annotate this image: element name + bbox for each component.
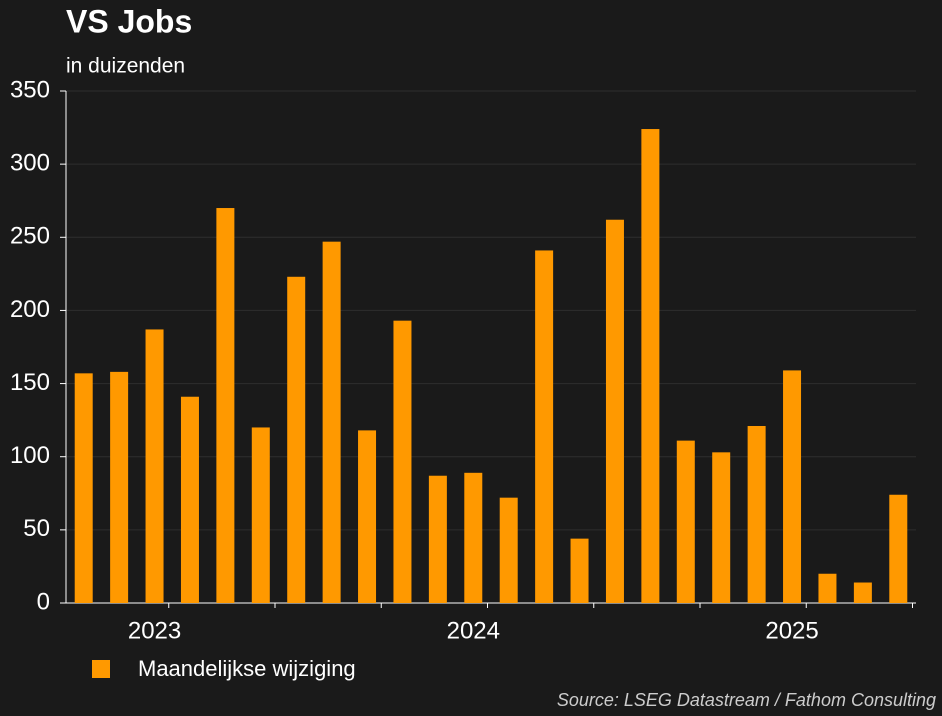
bar <box>783 370 802 603</box>
bar <box>499 497 518 603</box>
x-tick-label: 2023 <box>128 617 181 644</box>
y-tick-label: 0 <box>37 588 50 615</box>
bar <box>358 430 377 603</box>
bar <box>641 129 660 603</box>
bar <box>322 241 341 603</box>
y-tick-label: 300 <box>10 149 50 176</box>
bar <box>853 582 872 603</box>
y-tick-label: 250 <box>10 223 50 250</box>
bar <box>110 371 129 603</box>
bar <box>535 250 554 604</box>
y-tick-label: 50 <box>23 515 50 542</box>
bar <box>889 494 908 603</box>
x-tick-label: 2025 <box>765 617 818 644</box>
chart-subtitle: in duizenden <box>66 55 185 78</box>
bar <box>251 427 270 603</box>
y-tick-label: 350 <box>10 76 50 103</box>
bar <box>428 475 447 603</box>
y-tick-label: 100 <box>10 442 50 469</box>
bar <box>818 573 837 603</box>
source: Source: LSEG Datastream / Fathom Consult… <box>557 690 936 710</box>
bar <box>464 472 483 603</box>
bar <box>145 329 164 603</box>
y-tick-label: 200 <box>10 296 50 323</box>
y-tick-label: 150 <box>10 369 50 396</box>
bar <box>393 320 412 603</box>
legend-label: Maandelijkse wijziging <box>138 656 356 681</box>
bar <box>605 219 624 603</box>
bar <box>712 452 731 603</box>
x-tick-label: 2024 <box>447 617 500 644</box>
bar <box>747 425 766 603</box>
bar <box>287 276 306 603</box>
bar <box>74 373 93 603</box>
legend-swatch <box>92 660 110 678</box>
bar <box>676 440 695 603</box>
bar <box>570 538 589 603</box>
chart-title: VS Jobs <box>66 3 192 39</box>
bar <box>180 396 199 603</box>
bar <box>216 208 235 603</box>
